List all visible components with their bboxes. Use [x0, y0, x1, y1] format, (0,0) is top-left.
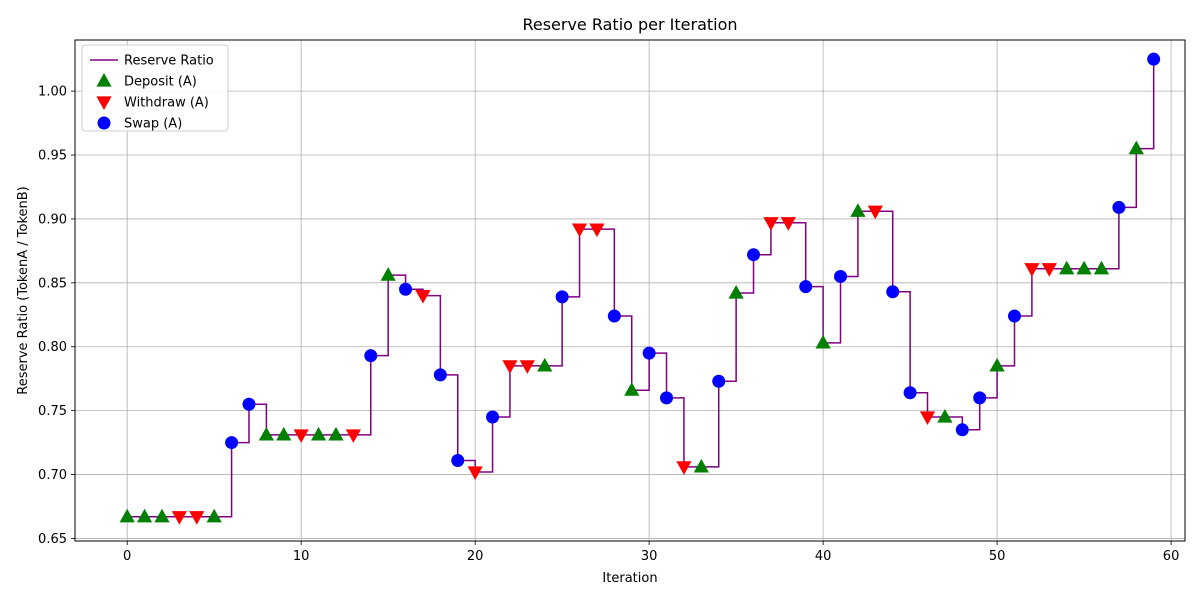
withdraw-marker [763, 217, 779, 231]
swap-marker [451, 453, 465, 467]
deposit-marker [1128, 140, 1144, 155]
y-tick-label: 0.90 [38, 212, 67, 227]
swap-marker [660, 391, 674, 405]
y-axis-label: Reserve Ratio (TokenA / TokenB) [16, 186, 31, 394]
deposit-marker [850, 203, 866, 217]
deposit-marker [310, 426, 327, 441]
withdraw-marker [467, 466, 483, 480]
swap-marker [1112, 200, 1126, 214]
swap-marker [747, 248, 761, 262]
legend-label-reserve-ratio: Reserve Ratio [124, 54, 214, 69]
swap-marker [642, 346, 656, 360]
withdraw-marker [293, 429, 309, 443]
swap-marker [799, 280, 813, 294]
swap-marker [903, 386, 917, 400]
deposit-marker [119, 508, 135, 523]
legend-box [81, 44, 229, 132]
legend-deposit-marker [96, 73, 112, 87]
deposit-marker [206, 508, 222, 523]
withdraw-marker [589, 223, 605, 238]
swap-marker [834, 269, 848, 283]
y-tick-label: 0.65 [38, 532, 67, 547]
withdraw-marker [415, 290, 431, 304]
deposit-marker [136, 508, 153, 523]
withdraw-marker [1041, 263, 1057, 277]
swap-marker [486, 410, 500, 424]
x-tick-label: 40 [815, 549, 832, 564]
x-tick-label: 50 [989, 549, 1006, 564]
swap-marker [1147, 52, 1161, 66]
withdraw-marker [171, 511, 187, 525]
swap-marker [433, 368, 447, 382]
swap-marker [555, 290, 569, 304]
deposit-marker [624, 382, 640, 396]
legend-label-withdraw: Withdraw (A) [124, 96, 209, 111]
deposit-marker [154, 508, 170, 523]
deposit-marker [1076, 260, 1092, 275]
swap-marker [973, 391, 987, 405]
withdraw-marker [919, 411, 936, 426]
withdraw-marker [676, 461, 692, 475]
y-tick-label: 0.95 [38, 149, 67, 164]
swap-marker [399, 282, 413, 296]
withdraw-marker [189, 511, 205, 525]
x-tick-label: 10 [293, 549, 310, 564]
x-axis-label: Iteration [602, 571, 657, 586]
x-tick-label: 20 [467, 549, 484, 564]
withdraw-marker [780, 217, 796, 231]
y-tick-label: 0.85 [38, 276, 67, 291]
y-tick-label: 0.70 [38, 468, 67, 483]
y-tick-label: 1.00 [38, 85, 67, 100]
markers-layer [119, 52, 1161, 525]
withdraw-marker [345, 429, 361, 443]
deposit-marker [258, 426, 274, 441]
deposit-marker [693, 458, 709, 473]
deposit-marker [537, 357, 553, 372]
swap-marker [886, 285, 900, 299]
withdraw-marker [519, 360, 535, 374]
deposit-marker [728, 285, 744, 299]
deposit-marker [989, 357, 1005, 372]
deposit-marker [1059, 260, 1075, 275]
swap-marker [955, 423, 969, 437]
legend: Reserve Ratio Deposit (A) Withdraw (A) S… [81, 44, 229, 132]
chart-title: Reserve Ratio per Iteration [522, 15, 737, 34]
deposit-marker [815, 334, 831, 349]
x-tick-label: 0 [123, 549, 131, 564]
swap-marker [242, 397, 256, 411]
deposit-marker [276, 426, 292, 441]
withdraw-marker [1024, 263, 1040, 277]
y-tick-label: 0.75 [38, 404, 67, 419]
swap-marker [1007, 309, 1021, 323]
deposit-marker [1093, 260, 1110, 275]
swap-marker [607, 309, 621, 323]
grid [75, 40, 1185, 541]
y-tick-label: 0.80 [38, 340, 67, 355]
deposit-marker [328, 426, 344, 441]
withdraw-marker [867, 205, 883, 220]
legend-label-deposit: Deposit (A) [124, 75, 197, 90]
swap-marker [712, 374, 726, 388]
withdraw-marker [502, 360, 518, 374]
withdraw-marker [571, 223, 588, 238]
legend-label-swap: Swap (A) [124, 117, 182, 132]
swap-marker [364, 349, 378, 363]
plot-frame [74, 39, 1186, 542]
legend-withdraw-marker [96, 96, 112, 110]
ticks: 0 10 20 30 40 50 60 0.65 0.70 0.75 0.80 0.85 0.90 0.9… [38, 85, 1179, 564]
deposit-marker [380, 267, 396, 281]
deposit-marker [937, 409, 953, 423]
x-tick-label: 60 [1163, 549, 1180, 564]
swap-marker [225, 436, 239, 450]
x-tick-label: 30 [641, 549, 658, 564]
legend-swap-marker [97, 116, 111, 130]
